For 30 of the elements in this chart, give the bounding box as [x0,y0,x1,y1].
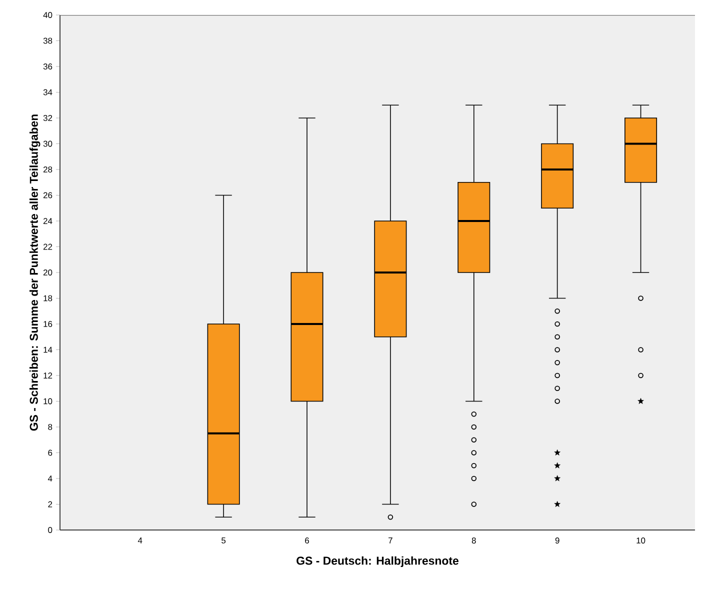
y-tick-label: 26 [43,192,52,198]
y-tick-label: 18 [44,295,52,302]
x-tick-label: 4 [138,538,142,544]
y-tick-label: 24 [43,218,52,224]
y-tick-label: 36 [43,64,52,70]
y-tick-label: 40 [43,12,52,18]
y-tick-label: 28 [43,166,52,172]
y-tick-label: 14 [44,346,52,353]
x-axis-title: GS - Deutsch: Halbjahresnote [296,556,458,568]
x-tick-label: 5 [222,538,226,544]
y-tick-label: 38 [43,38,52,44]
y-tick-label: 22 [43,244,52,250]
y-tick-label: 2 [48,501,52,508]
x-tick-label: 8 [472,538,476,544]
y-tick-label: 0 [48,527,52,533]
y-tick-label: 10 [44,398,52,404]
y-tick-label: 32 [43,115,52,121]
y-tick-label: 16 [44,321,52,327]
y-tick-label: 4 [48,476,52,482]
x-tick-label: 6 [305,538,309,544]
y-tick-label: 6 [48,450,52,456]
x-tick-label: 9 [555,538,560,544]
x-tick-label: 10 [636,538,646,544]
y-tick-label: 8 [48,424,52,430]
y-tick-label: 34 [43,89,52,96]
y-axis-title: GS - Schreiben: Summe der Punktwerte aller Teilaufgaben [29,114,40,431]
y-tick-label: 12 [44,372,52,378]
y-tick-label: 20 [43,270,52,276]
y-tick-label: 30 [43,140,52,147]
x-tick-label: 7 [388,538,392,544]
